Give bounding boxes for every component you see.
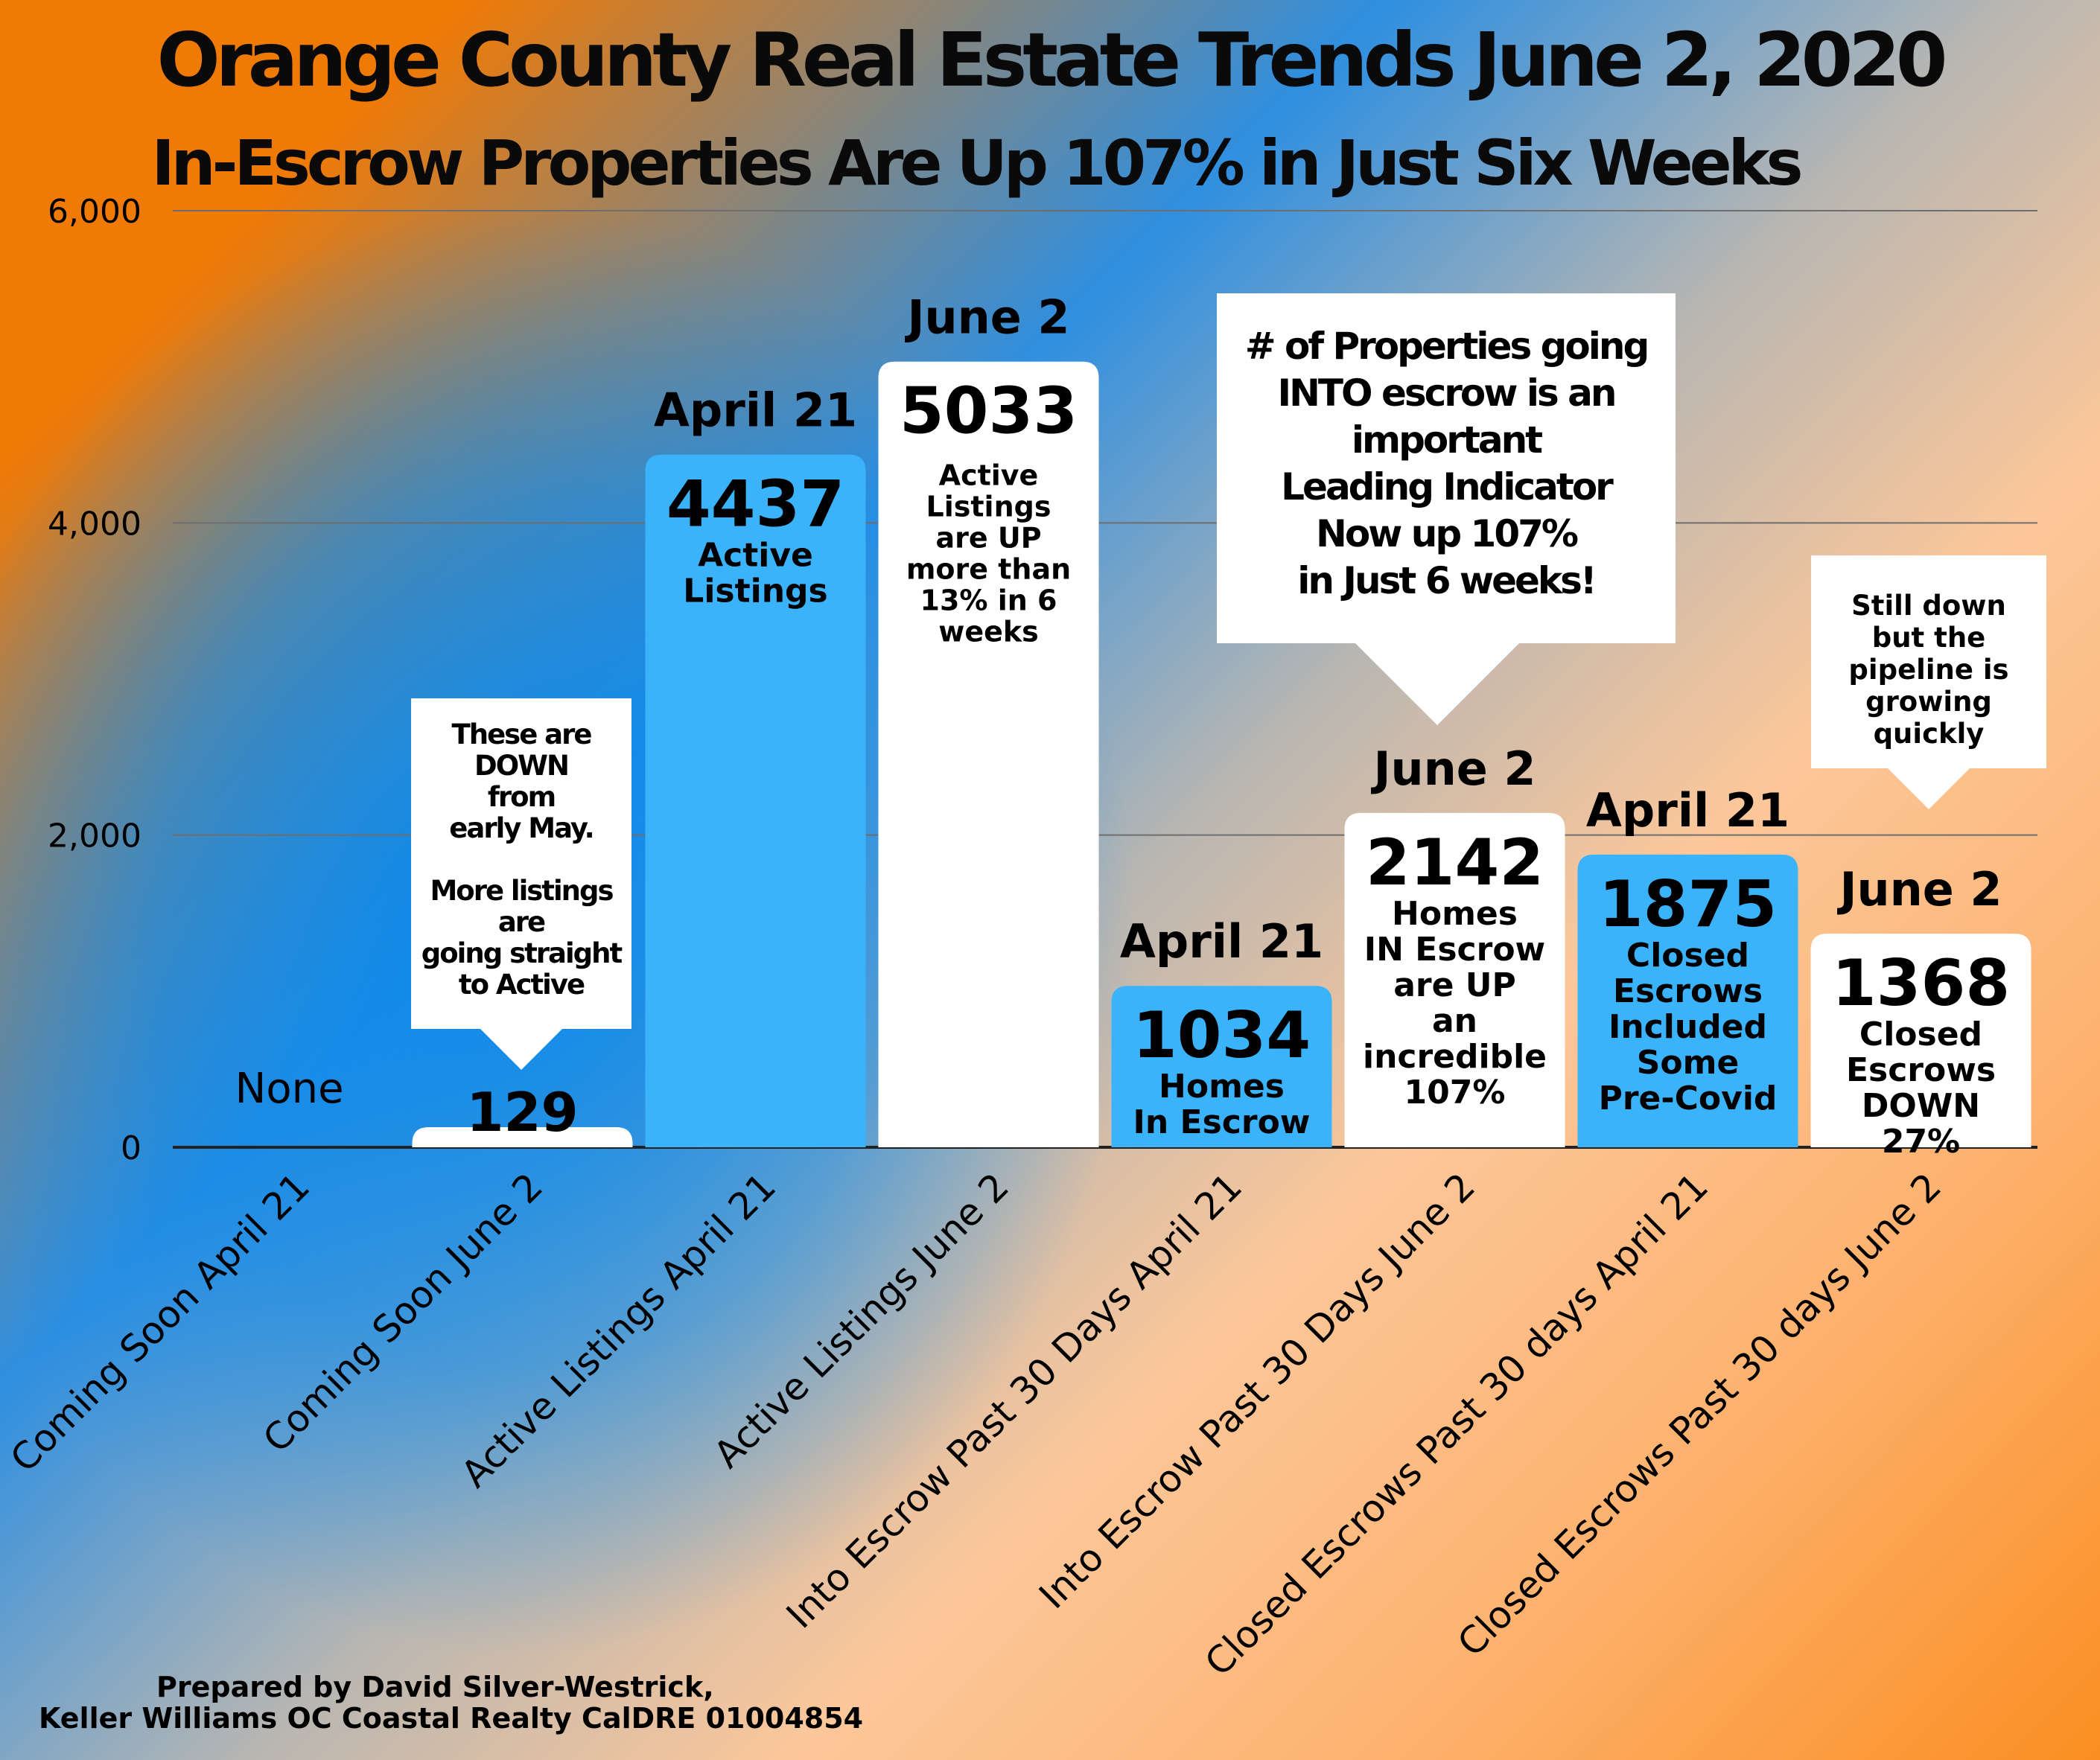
bar-value-label: 5033 [900,374,1078,449]
bar-value-label: None [235,1065,343,1113]
bar-value-label: 129 [466,1081,578,1144]
callout-coming-soon: These are DOWN from early May. More list… [411,698,631,1029]
bar-value-label: 1875 [1599,867,1777,942]
y-tick-label: 4,000 [48,505,141,543]
bar-value-label: 4437 [666,468,844,542]
bar [878,361,1099,1147]
bar [1344,812,1565,1147]
footer-brokerage: Keller Williams OC Coastal Realty CalDRE… [39,1702,864,1735]
bar-note: Active Listings are UP more than 13% in 6 wee… [906,459,1071,648]
bar-date-label: April 21 [1120,914,1323,969]
chart-title: Orange County Real Estate Trends June 2,… [156,16,1948,103]
bar-date-label: June 2 [904,290,1069,345]
bar [1577,854,1798,1147]
bar-note: Closed Escrows Included Some Pre-Covid [1599,937,1778,1117]
chart-subtitle: In-Escrow Properties Are Up 107% in Just… [151,127,1804,200]
bar-date-label: April 21 [654,383,857,438]
bar [645,454,866,1147]
bar-value-label: 2142 [1366,826,1544,900]
bar-value-label: 1368 [1832,946,2010,1021]
bar-note: Closed Escrows DOWN 27% [1846,1015,1996,1161]
bar [1111,986,1332,1147]
bar-date-label: June 2 [1836,862,2002,916]
footer-prepared-by: Prepared by David Silver-Westrick, [156,1671,714,1703]
callout-leading-indicator: # of Properties going INTO escrow is an … [1217,293,1676,643]
x-tick-label: Into Escrow Past 30 Days April 21 [778,1164,1250,1636]
x-tick-label: Into Escrow Past 30 Days June 2 [1031,1164,1483,1617]
bar-value-label: 1034 [1133,998,1311,1073]
y-axis-ticks: 0 2,000 4,000 6,000 [48,193,141,1167]
x-tick-label: Closed Escrows Past 30 days April 21 [1197,1164,1716,1684]
bar-date-label: April 21 [1586,783,1789,838]
y-tick-label: 2,000 [48,817,141,855]
bars: None 129 4437 April 21 Active Listings 5033 Jun… [235,290,2031,1161]
bar-note: Homes In Escrow [1133,1068,1311,1141]
bar [412,1126,633,1147]
bar-note: Homes IN Escrow are UP an incredible 107% [1363,895,1547,1112]
callout-pipeline: Still down but the pipeline is growing q… [1811,555,2046,768]
y-tick-label: 6,000 [48,193,141,231]
y-tick-label: 0 [121,1129,141,1167]
bar [1810,934,2031,1147]
x-tick-label: Closed Escrows Past 30 days June 2 [1449,1164,1950,1665]
bar-date-label: June 2 [1370,742,1536,796]
bar-note: Active Listings [683,537,827,610]
